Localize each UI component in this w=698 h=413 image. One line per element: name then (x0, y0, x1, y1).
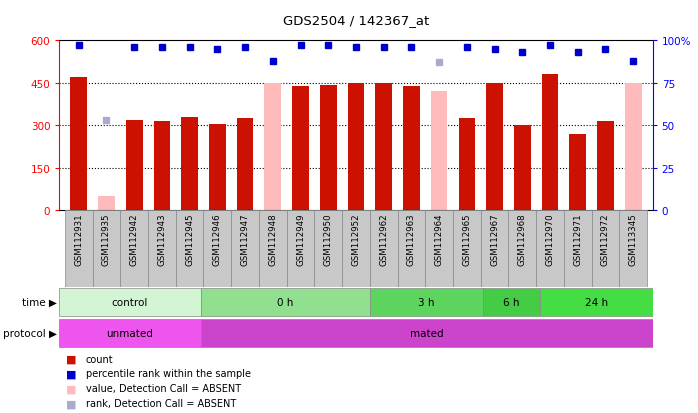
Text: control: control (112, 297, 148, 308)
Text: GSM112952: GSM112952 (352, 213, 360, 266)
Text: GSM112931: GSM112931 (74, 213, 83, 266)
FancyBboxPatch shape (200, 289, 370, 316)
FancyBboxPatch shape (508, 211, 536, 287)
Bar (625, 83, 641, 211)
FancyBboxPatch shape (540, 289, 653, 316)
Text: mated: mated (410, 328, 443, 339)
Text: ■: ■ (66, 368, 77, 379)
FancyBboxPatch shape (120, 211, 148, 287)
Text: GSM112962: GSM112962 (379, 213, 388, 266)
Bar (209, 125, 225, 211)
FancyBboxPatch shape (536, 211, 564, 287)
Bar (265, 84, 281, 211)
Text: rank, Detection Call = ABSENT: rank, Detection Call = ABSENT (86, 398, 236, 408)
FancyBboxPatch shape (59, 289, 200, 316)
Bar (126, 120, 142, 211)
Text: GSM112948: GSM112948 (268, 213, 277, 266)
Text: GSM112964: GSM112964 (435, 213, 444, 266)
Text: GSM112946: GSM112946 (213, 213, 222, 266)
Bar (597, 122, 614, 211)
Bar (487, 84, 503, 211)
Text: GSM112949: GSM112949 (296, 213, 305, 265)
Text: 24 h: 24 h (584, 297, 608, 308)
Text: GDS2504 / 142367_at: GDS2504 / 142367_at (283, 14, 429, 27)
Text: ■: ■ (66, 398, 77, 408)
FancyBboxPatch shape (564, 211, 592, 287)
Bar (570, 135, 586, 211)
Text: GSM112947: GSM112947 (241, 213, 250, 266)
FancyBboxPatch shape (425, 211, 453, 287)
FancyBboxPatch shape (176, 211, 204, 287)
Text: value, Detection Call = ABSENT: value, Detection Call = ABSENT (86, 383, 241, 394)
Text: GSM112935: GSM112935 (102, 213, 111, 266)
Bar (292, 87, 309, 211)
FancyBboxPatch shape (93, 211, 120, 287)
Text: percentile rank within the sample: percentile rank within the sample (86, 368, 251, 379)
FancyBboxPatch shape (314, 211, 342, 287)
Bar (320, 86, 336, 211)
FancyBboxPatch shape (619, 211, 647, 287)
Text: protocol ▶: protocol ▶ (3, 328, 57, 339)
Bar (70, 78, 87, 211)
Bar (237, 119, 253, 211)
Text: GSM112971: GSM112971 (573, 213, 582, 266)
Bar (181, 117, 198, 211)
Text: 3 h: 3 h (418, 297, 435, 308)
Bar (542, 75, 558, 211)
Text: GSM112970: GSM112970 (546, 213, 554, 266)
FancyBboxPatch shape (342, 211, 370, 287)
Text: GSM112968: GSM112968 (518, 213, 527, 266)
FancyBboxPatch shape (200, 320, 653, 347)
Text: 0 h: 0 h (277, 297, 294, 308)
FancyBboxPatch shape (592, 211, 619, 287)
Text: ■: ■ (66, 383, 77, 394)
FancyBboxPatch shape (59, 320, 200, 347)
FancyBboxPatch shape (370, 289, 483, 316)
FancyBboxPatch shape (398, 211, 425, 287)
Text: unmated: unmated (107, 328, 154, 339)
Text: GSM112942: GSM112942 (130, 213, 139, 266)
Text: 6 h: 6 h (503, 297, 519, 308)
FancyBboxPatch shape (483, 289, 540, 316)
Text: GSM112950: GSM112950 (324, 213, 333, 266)
Text: GSM112967: GSM112967 (490, 213, 499, 266)
FancyBboxPatch shape (65, 211, 93, 287)
Text: GSM112963: GSM112963 (407, 213, 416, 266)
FancyBboxPatch shape (231, 211, 259, 287)
Bar (403, 86, 419, 211)
Bar (376, 84, 392, 211)
FancyBboxPatch shape (370, 211, 398, 287)
Text: GSM112965: GSM112965 (462, 213, 471, 266)
Bar (154, 122, 170, 211)
Text: GSM112972: GSM112972 (601, 213, 610, 266)
Text: count: count (86, 354, 114, 364)
Bar (459, 119, 475, 211)
Text: GSM112945: GSM112945 (185, 213, 194, 266)
Text: GSM112943: GSM112943 (158, 213, 166, 266)
Text: GSM113345: GSM113345 (629, 213, 638, 266)
Bar (431, 92, 447, 211)
FancyBboxPatch shape (481, 211, 508, 287)
FancyBboxPatch shape (148, 211, 176, 287)
FancyBboxPatch shape (204, 211, 231, 287)
Bar (348, 83, 364, 211)
Bar (98, 197, 114, 211)
FancyBboxPatch shape (287, 211, 314, 287)
FancyBboxPatch shape (259, 211, 287, 287)
FancyBboxPatch shape (453, 211, 481, 287)
Text: ■: ■ (66, 354, 77, 364)
Text: time ▶: time ▶ (22, 297, 57, 308)
Bar (514, 126, 530, 211)
